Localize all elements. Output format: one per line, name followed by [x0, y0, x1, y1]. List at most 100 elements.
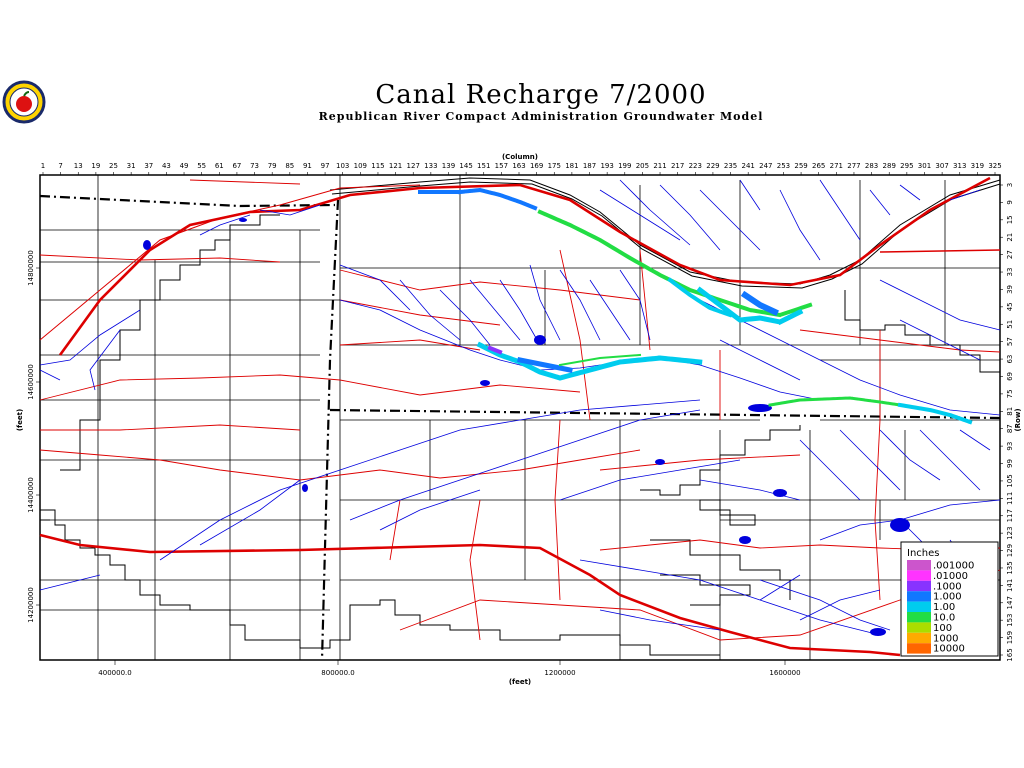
top-tick-label: 229	[706, 162, 719, 170]
top-tick-label: 31	[127, 162, 136, 170]
top-tick-label: 37	[144, 162, 153, 170]
top-tick-label: 289	[883, 162, 896, 170]
top-tick-label: 277	[847, 162, 860, 170]
right-tick-label: 63	[1006, 355, 1014, 364]
right-tick-label: 45	[1006, 302, 1014, 311]
top-tick-label: 13	[74, 162, 83, 170]
bottom-axis-ticks: 400000.0 800000.0 1200000 1600000	[98, 660, 801, 677]
top-axis-ticks: 1 7 13 19 25 31 37 43 49 55 61 67 73 79 85 91 97 103 109 11…	[41, 162, 1002, 175]
right-tick-label: 21	[1006, 233, 1014, 242]
right-tick-label: 117	[1006, 509, 1014, 522]
apple-seal-icon	[2, 80, 46, 124]
top-tick-label: 313	[953, 162, 966, 170]
top-tick-label: 307	[935, 162, 948, 170]
bottom-tick-label: 800000.0	[321, 669, 354, 677]
right-axis-ticks: 3915212733394551576369758187939910511111…	[1000, 183, 1014, 662]
roads	[39, 176, 1001, 657]
map-title: Canal Recharge 7/2000	[375, 80, 707, 110]
top-tick-label: 247	[759, 162, 772, 170]
top-tick-label: 67	[232, 162, 241, 170]
top-tick-label: 61	[215, 162, 224, 170]
top-tick-label: 253	[777, 162, 790, 170]
top-tick-label: 259	[794, 162, 807, 170]
top-tick-label: 217	[671, 162, 684, 170]
top-tick-label: 199	[618, 162, 631, 170]
legend-label: .001000	[933, 561, 974, 572]
right-tick-label: 57	[1006, 337, 1014, 346]
right-tick-label: 105	[1006, 474, 1014, 487]
top-tick-label: 139	[442, 162, 455, 170]
left-tick-label: 14400000	[27, 477, 35, 513]
legend: Inches .001000.01000.10001.0001.0010.010…	[900, 541, 999, 657]
top-tick-label: 49	[180, 162, 189, 170]
legend-label: .1000	[933, 581, 962, 592]
right-tick-label: 153	[1006, 613, 1014, 626]
top-tick-label: 133	[424, 162, 437, 170]
map-subtitle: Republican River Compact Administration …	[318, 110, 764, 123]
legend-label: 10000	[933, 644, 965, 655]
top-tick-label: 103	[336, 162, 349, 170]
basin-boundary	[40, 177, 1001, 656]
right-tick-label: 15	[1006, 215, 1014, 224]
legend-swatch	[907, 580, 931, 592]
top-tick-label: 241	[741, 162, 754, 170]
top-tick-label: 271	[830, 162, 843, 170]
legend-swatch	[907, 632, 931, 644]
top-tick-label: 115	[371, 162, 384, 170]
right-tick-label: 27	[1006, 250, 1014, 259]
legend-swatch	[907, 612, 931, 623]
top-tick-label: 43	[162, 162, 171, 170]
legend-swatch	[907, 570, 931, 581]
top-tick-label: 121	[389, 162, 402, 170]
canal-recharge-cells	[418, 187, 973, 425]
left-tick-label: 14200000	[27, 587, 35, 623]
right-tick-label: 99	[1006, 459, 1014, 468]
top-tick-label: 85	[285, 162, 294, 170]
top-tick-label: 157	[495, 162, 508, 170]
top-tick-label: 319	[971, 162, 984, 170]
right-tick-label: 75	[1006, 389, 1014, 398]
right-tick-label: 165	[1006, 648, 1014, 661]
top-tick-label: 73	[250, 162, 259, 170]
right-tick-label: 93	[1006, 442, 1014, 451]
right-tick-label: 39	[1006, 285, 1014, 294]
left-axis-label: (feet)	[16, 409, 24, 431]
top-tick-label: 265	[812, 162, 825, 170]
bottom-tick-label: 1600000	[769, 669, 800, 677]
legend-label: 100	[933, 623, 952, 634]
legend-swatch	[907, 601, 931, 612]
right-tick-label: 81	[1006, 407, 1014, 416]
top-tick-label: 7	[58, 162, 62, 170]
top-tick-label: 295	[900, 162, 913, 170]
right-tick-label: 111	[1006, 492, 1014, 505]
legend-swatch	[907, 560, 931, 571]
top-tick-label: 301	[918, 162, 931, 170]
top-tick-label: 211	[653, 162, 666, 170]
rivers	[39, 179, 1001, 636]
left-tick-label: 14800000	[27, 250, 35, 286]
top-tick-label: 235	[724, 162, 737, 170]
bottom-tick-label: 400000.0	[98, 669, 131, 677]
right-axis-label: (Row)	[1014, 408, 1022, 431]
top-tick-label: 25	[109, 162, 118, 170]
right-tick-label: 141	[1006, 579, 1014, 592]
legend-label: 10.0	[933, 613, 955, 624]
right-tick-label: 87	[1006, 424, 1014, 433]
top-tick-label: 145	[459, 162, 472, 170]
right-tick-label: 3	[1006, 183, 1014, 187]
right-tick-label: 123	[1006, 526, 1014, 539]
top-tick-label: 283	[865, 162, 878, 170]
top-tick-label: 193	[600, 162, 613, 170]
top-tick-label: 79	[268, 162, 277, 170]
legend-label: 1.00	[933, 602, 955, 613]
top-tick-label: 169	[530, 162, 543, 170]
top-tick-label: 97	[321, 162, 330, 170]
legend-label: 1.000	[933, 592, 962, 603]
top-tick-label: 127	[407, 162, 420, 170]
right-tick-label: 129	[1006, 544, 1014, 557]
map-frame	[39, 174, 1001, 661]
legend-swatch	[907, 622, 931, 633]
top-tick-label: 181	[565, 162, 578, 170]
left-axis-ticks: 14800000 14600000 14400000 14200000	[27, 250, 40, 623]
top-tick-label: 163	[512, 162, 525, 170]
